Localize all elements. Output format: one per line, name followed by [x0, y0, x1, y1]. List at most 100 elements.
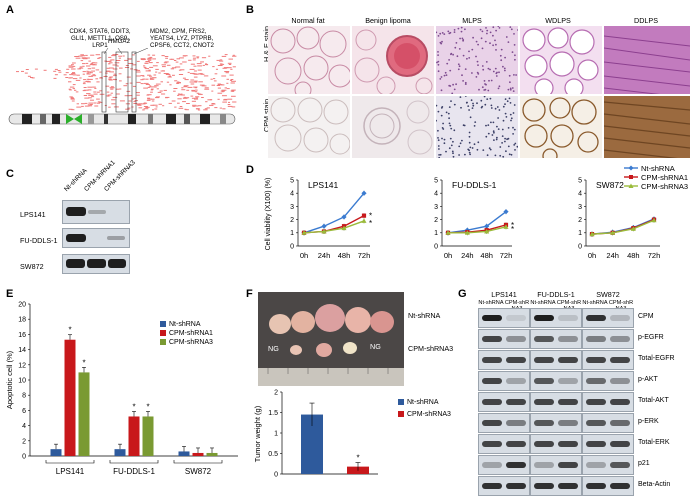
cnv-segment [204, 88, 210, 90]
nucleus-dot [455, 83, 457, 86]
cnv-segment [166, 74, 171, 75]
cnv-segment [34, 68, 38, 70]
g-blot-strip [530, 308, 582, 328]
cnv-segment [83, 79, 87, 81]
cnv-segment [200, 61, 204, 63]
nucleus-dot [471, 147, 474, 149]
cnv-segment [214, 107, 218, 109]
cnv-segment [168, 75, 171, 77]
cnv-segment [213, 78, 216, 80]
blot-band [558, 462, 578, 468]
cnv-segment [82, 90, 86, 92]
blot-c-lps141 [62, 200, 130, 224]
y-tick-label: 4 [290, 191, 294, 198]
cnv-segment [166, 64, 171, 66]
cnv-segment [187, 86, 193, 88]
nucleus-dot [504, 56, 506, 59]
nucleus-dot [504, 103, 506, 105]
blot-c-fuddls [62, 228, 130, 248]
cnv-segment [87, 68, 92, 70]
cnv-segment [97, 57, 100, 59]
cnv-segment [112, 78, 117, 80]
cnv-segment [92, 86, 96, 88]
nucleus-dot [513, 74, 515, 76]
y-tick-label: 12 [18, 362, 26, 369]
cnv-segment [87, 104, 92, 106]
cnv-segment [69, 89, 72, 91]
g-blot-strip [478, 413, 530, 433]
nucleus-dot [514, 58, 516, 61]
x-category-label: LPS141 [56, 467, 85, 476]
g-protein-label: p-EGFR [638, 334, 664, 341]
cnv-segment [112, 64, 118, 66]
cnv-segment [143, 65, 146, 67]
nucleus-dot [509, 87, 512, 90]
cnv-segment [143, 87, 148, 89]
cnv-segment [136, 81, 141, 83]
nucleus-dot [453, 29, 456, 31]
cnv-segment [85, 54, 88, 56]
cnv-segment [191, 100, 196, 102]
cnv-segment [180, 69, 185, 71]
cnv-segment [158, 72, 161, 74]
blot-row-label: LPS141 [20, 210, 46, 219]
nucleus-dot [510, 153, 513, 156]
cnv-segment [152, 54, 156, 56]
cnv-segment [202, 64, 205, 66]
cnv-segment [142, 109, 145, 111]
gene-text: MDM2, CPM, FRS2, [150, 28, 207, 35]
cnv-segment [95, 54, 101, 56]
cnv-segment [108, 56, 112, 58]
cnv-segment [72, 73, 76, 75]
nucleus-dot [437, 35, 440, 37]
cnv-segment [190, 63, 195, 65]
nucleus-dot [437, 60, 440, 63]
cnv-segment [232, 66, 236, 68]
nucleus-dot [468, 57, 471, 59]
g-blot-strip [582, 455, 634, 475]
g-blot-strip [530, 371, 582, 391]
nucleus-dot [512, 112, 515, 114]
g-blot-strip [478, 434, 530, 454]
cnv-segment [227, 98, 233, 100]
cnv-segment [68, 65, 73, 67]
cnv-segment [219, 59, 223, 61]
y-tick-label: 16 [18, 332, 26, 339]
nucleus-dot [509, 113, 512, 116]
g-blot-strip [530, 455, 582, 475]
cnv-segment [156, 62, 159, 64]
cnv-segment [89, 72, 93, 74]
cnv-segment [145, 107, 149, 109]
nucleus-dot [436, 104, 438, 107]
cnv-segment [191, 97, 196, 99]
cnv-segment [107, 94, 112, 96]
nucleus-dot [486, 154, 489, 157]
cnv-segment [149, 86, 155, 88]
nucleus-dot [477, 64, 479, 66]
nucleus-dot [445, 74, 448, 76]
cnv-segment [227, 67, 232, 69]
nucleus-dot [502, 65, 504, 68]
nucleus-dot [452, 83, 454, 86]
cnv-segment [147, 59, 152, 61]
gene-text: CDK4, STAT6, DDIT3, [69, 28, 131, 35]
nucleus-dot [489, 31, 492, 34]
y-tick-label: 0 [578, 243, 582, 250]
nucleus-dot [512, 133, 514, 135]
cnv-segment [142, 78, 146, 80]
legend-label: CPM-shRNA1 [169, 330, 213, 337]
cnv-segment [191, 89, 195, 91]
cnv-segment [71, 100, 75, 102]
cnv-segment [193, 65, 197, 67]
cnv-segment [68, 77, 72, 79]
nucleus-dot [468, 141, 471, 144]
nucleus-dot [481, 86, 484, 89]
cnv-segment [72, 72, 76, 74]
cnv-segment [128, 100, 132, 102]
blot-band [506, 315, 526, 321]
cnv-segment [99, 71, 102, 73]
panel-d-viability-charts: Cell viability (X100) (%) 0 1 2 3 4 5 0h 24h 48h 7… [265, 164, 688, 260]
cnv-segment [148, 57, 152, 59]
nucleus-dot [482, 149, 485, 151]
nucleus-dot [494, 67, 497, 70]
